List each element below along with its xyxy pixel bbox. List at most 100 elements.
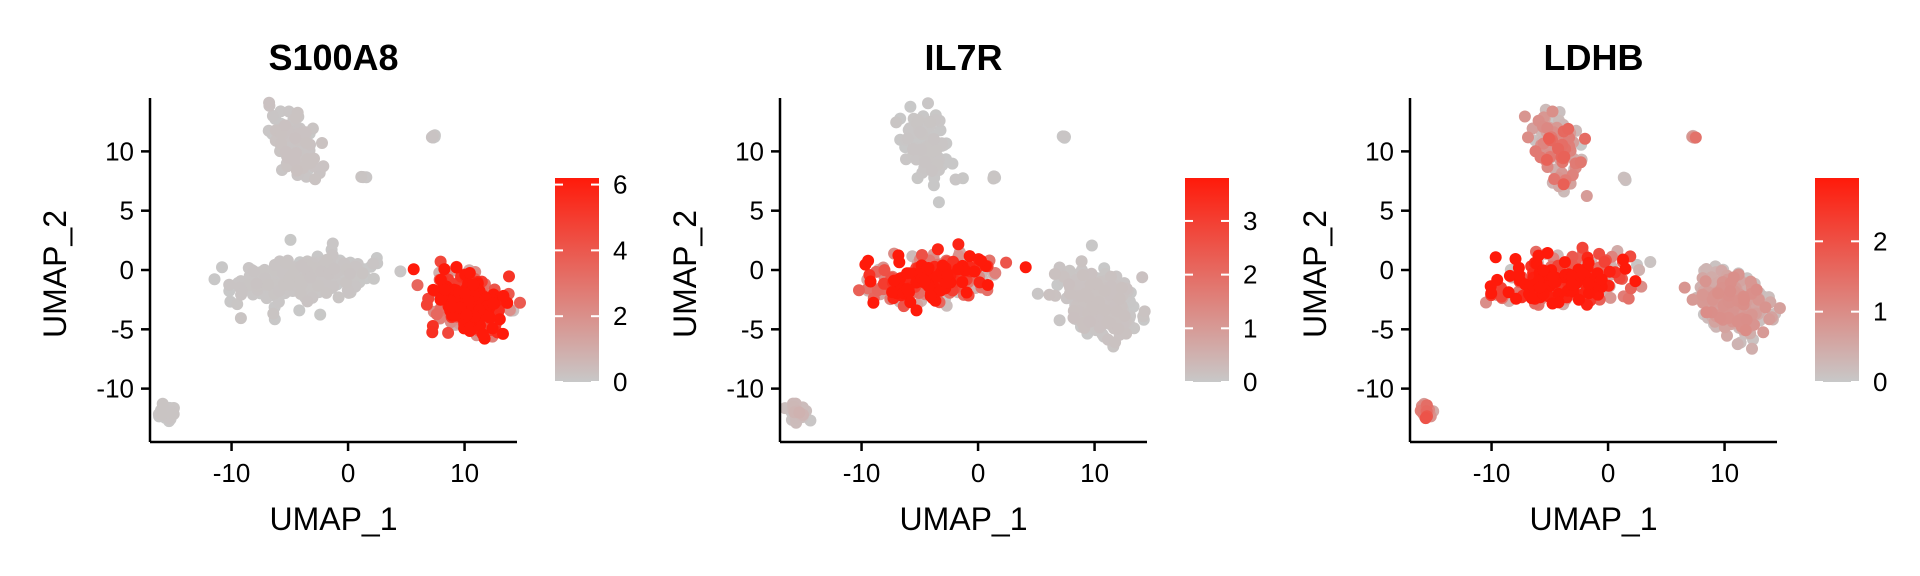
cell-point-top-cluster [922,97,934,110]
y-tick-label: -5 [741,314,764,344]
cell-point-top-cluster [1529,145,1542,158]
cell-point-center-cluster [975,254,987,267]
cell-point-right-cluster [407,263,420,276]
cell-point-center-cluster [1558,256,1571,269]
cell-point-center-cluster [283,278,295,291]
colorbar-tick-label: 6 [613,170,627,200]
x-tick-label: -10 [1473,458,1511,488]
cell-point-center-cluster [231,298,244,311]
cell-point-center-cluster [1598,255,1611,268]
cell-point-center-cluster [1622,292,1635,305]
cell-point-center-cluster [886,286,899,299]
cell-point-right-cluster [1067,311,1080,324]
feature-panel-ldhb: LDHB -10 0 10 -10 -5 0 5 10 UMAP_1 UMAP_2 0 1 2 [1297,37,1887,537]
cell-point-center-cluster [877,277,890,290]
cell-point-center-cluster [367,257,380,270]
cell-point-right-cluster [467,278,480,291]
cell-point-center-cluster [956,276,969,289]
cell-point-right-cluster [1724,285,1737,298]
cell-point-right-cluster [439,283,451,296]
cell-point-top-cluster [291,106,304,119]
cell-point-center-cluster [279,256,292,269]
cell-point-center-cluster [394,265,407,278]
cell-point-outlier-a [1057,130,1070,143]
colorbar-tick-label: 1 [1243,313,1257,343]
cell-point-right-cluster [434,273,447,286]
cell-point-center-cluster [941,269,954,282]
cell-point-center-cluster [867,296,880,309]
cell-point-center-cluster [1582,277,1595,290]
cell-point-center-cluster [301,295,314,308]
cell-point-center-cluster [1617,253,1630,266]
y-axis-label: UMAP_2 [667,210,703,338]
cell-point-center-cluster [1629,275,1642,288]
cell-point-right-cluster [1112,322,1125,335]
y-tick-label: 0 [120,255,134,285]
cell-point-center-cluster [304,271,317,284]
cell-point-center-cluster [1546,297,1559,310]
x-axis-label: UMAP_1 [269,501,397,537]
panel-title: IL7R [924,37,1002,78]
cell-point-center-cluster [284,233,297,246]
y-tick-label: 10 [105,136,134,166]
cell-point-top-cluster [1540,153,1553,166]
cell-point-right-cluster [1098,284,1111,297]
cell-point-right-cluster [1116,281,1128,294]
cell-point-right-cluster [1105,270,1117,283]
cell-point-center-cluster [1534,281,1547,294]
cell-point-center-cluster [235,288,248,301]
cell-point-right-cluster [1048,268,1061,280]
cell-point-top-cluster [316,137,328,149]
cell-point-right-cluster [1712,287,1725,300]
cell-point-right-cluster [1731,338,1744,351]
cell-point-top-cluster [308,152,320,165]
y-tick-label: -10 [1356,374,1394,404]
feature-panel-s100a8: S100A8 -10 0 10 -10 -5 0 5 10 UMAP_1 UMAP_2 0 2 4 6 [37,37,627,537]
cell-point-center-cluster [893,256,906,269]
cell-point-right-cluster [411,279,424,292]
colorbar-tick-label: 0 [613,367,627,397]
colorbar-tick-label: 0 [1243,367,1257,397]
x-tick-label: 10 [450,458,479,488]
cell-point-right-cluster [487,297,500,310]
cell-point-top-cluster [946,157,959,170]
cell-point-center-cluster [901,283,914,296]
y-tick-label: 5 [750,196,764,226]
cell-point-top-cluster [1580,190,1593,202]
cell-point-center-cluster [904,296,917,309]
colorbar [1185,178,1229,382]
cell-point-top-cluster [263,96,276,109]
colorbar-tick-label: 3 [1243,206,1257,236]
cell-point-top-cluster [915,143,927,156]
cell-point-right-cluster [1063,287,1076,300]
cell-point-right-cluster [459,287,472,300]
cell-point-center-cluster [1603,265,1616,278]
cell-point-center-cluster [344,267,356,280]
cell-point-center-cluster [1644,256,1657,268]
cell-point-center-cluster [223,278,236,291]
cell-point-outlier-b [987,172,1000,185]
cell-point-right-cluster [430,308,443,321]
cell-point-right-cluster [1738,293,1750,306]
y-axis-label: UMAP_2 [1297,210,1333,338]
scatter-points [1414,103,1786,425]
cell-point-top-cluster [1541,122,1554,135]
x-tick-label: -10 [843,458,881,488]
cell-point-top-cluster [904,100,917,113]
cell-point-right-cluster [442,326,455,339]
cell-point-right-cluster [1076,269,1089,282]
cell-point-top-cluster [927,133,940,146]
panel-title: LDHB [1544,37,1644,78]
cell-point-right-cluster [1678,281,1691,294]
cell-point-right-cluster [1714,311,1727,324]
cell-point-center-cluster [916,249,928,261]
cell-point-center-cluster [931,243,944,256]
cell-point-center-cluster [1509,253,1522,265]
cell-point-right-cluster [1101,316,1114,328]
cell-point-center-cluster [910,304,923,317]
colorbar [555,178,599,382]
cell-point-center-cluster [1575,266,1588,279]
cell-point-top-cluster [919,156,932,168]
y-tick-label: 5 [120,196,134,226]
